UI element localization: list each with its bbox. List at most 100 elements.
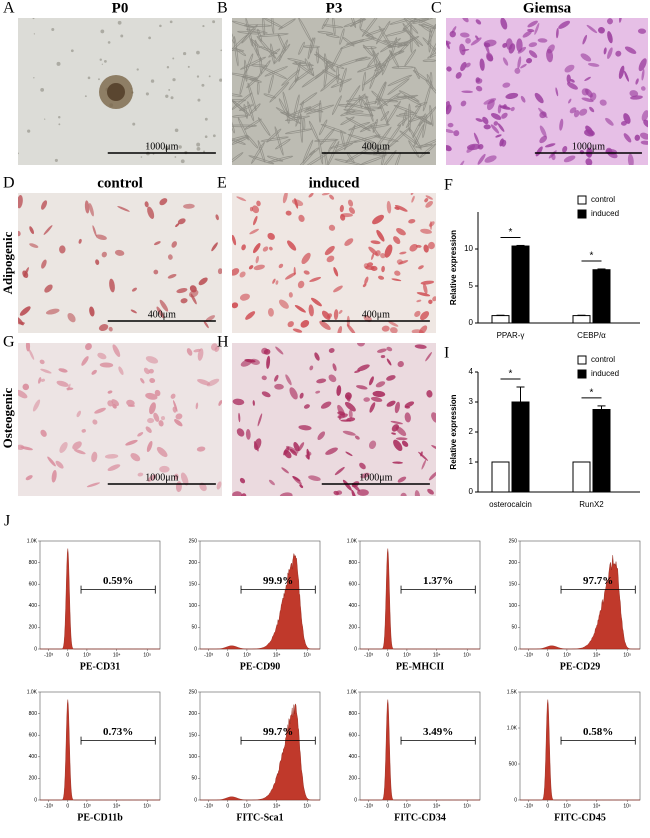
y-tick-label: 200 (29, 776, 38, 782)
speck (180, 159, 185, 164)
cell (51, 470, 57, 483)
cell (354, 435, 360, 440)
x-axis-label: FITC-CD45 (554, 812, 606, 823)
x-tick-label: -10³ (44, 652, 53, 658)
cell (505, 92, 519, 100)
y-tick-label: 800 (29, 711, 38, 717)
cell (359, 462, 366, 470)
micrograph-background (232, 193, 436, 333)
legend-label: induced (591, 209, 619, 218)
y-tick-label: 0 (514, 797, 517, 803)
cell (418, 325, 428, 333)
cell (397, 117, 408, 127)
cell (295, 100, 305, 127)
cell (299, 484, 304, 489)
cell (381, 265, 385, 273)
cell (257, 140, 266, 163)
cell (18, 444, 25, 450)
cell (333, 285, 343, 293)
cell (544, 143, 556, 148)
panel-letter: G (3, 334, 15, 351)
cell (338, 56, 368, 67)
cell (232, 302, 239, 309)
cell (564, 64, 575, 73)
cell (377, 92, 401, 109)
cell (623, 133, 632, 143)
cell (411, 195, 415, 203)
panel-letter: I (444, 345, 449, 362)
cell (347, 102, 376, 112)
cell (263, 93, 277, 99)
cell (539, 125, 547, 138)
cell (247, 82, 257, 112)
cell (288, 76, 300, 91)
speck (169, 20, 173, 24)
speck (120, 34, 124, 38)
cell (23, 267, 29, 278)
x-tick-label: 10³ (563, 652, 571, 658)
cell (318, 100, 322, 123)
cell (261, 391, 271, 398)
cell (490, 124, 500, 134)
scale-bar-label: 1000μm (145, 472, 178, 483)
cell (422, 85, 431, 112)
cell (232, 114, 249, 118)
y-tick-label: 600 (349, 582, 358, 588)
plot-frame (359, 691, 481, 801)
speck (87, 76, 91, 80)
cell (249, 206, 254, 212)
cell (250, 38, 261, 49)
cell (400, 492, 407, 496)
cell (278, 18, 296, 30)
speck (201, 83, 205, 87)
cell (311, 297, 322, 307)
cell (510, 106, 515, 112)
y-tick-label: 0 (194, 646, 197, 652)
significance-mark: * (590, 388, 594, 399)
x-tick-label: 10⁴ (433, 803, 441, 809)
cell (118, 366, 124, 375)
cell (89, 306, 95, 317)
x-tick-label: 10⁴ (593, 803, 601, 809)
cell (368, 246, 378, 256)
x-tick-label: 10³ (83, 652, 91, 658)
panel-letter: J (4, 513, 10, 530)
cell (466, 144, 476, 153)
cell (387, 74, 413, 87)
cell (397, 476, 407, 483)
cell (211, 242, 218, 252)
cell (465, 62, 471, 68)
cell (88, 202, 94, 217)
y-tick-label: 150 (189, 582, 198, 588)
cell (328, 224, 336, 231)
cell (486, 99, 495, 111)
cell (497, 123, 505, 132)
y-tick-label: 600 (29, 582, 38, 588)
cell (428, 471, 436, 481)
cell (175, 223, 180, 228)
cell (396, 259, 403, 265)
cell (195, 402, 199, 410)
micrograph (446, 18, 648, 165)
y-tick-label: 200 (189, 711, 198, 717)
scale-bar-label: 400μm (148, 309, 176, 320)
y-tick-label: 2 (469, 427, 474, 436)
cell (629, 90, 639, 97)
cell (340, 67, 347, 88)
cell (618, 65, 625, 79)
cell (460, 100, 467, 107)
cell (573, 110, 580, 118)
x-tick-label: 0 (66, 652, 69, 658)
significance-mark: * (509, 369, 513, 380)
cell (427, 51, 436, 59)
cell (459, 160, 465, 165)
cell (72, 441, 82, 450)
cell (18, 195, 23, 209)
cell (637, 28, 647, 34)
cell (299, 392, 304, 399)
cell (344, 112, 374, 117)
scale-bar-label: 1000μm (145, 141, 178, 152)
cell (246, 28, 268, 34)
cell (159, 299, 169, 312)
cell (198, 277, 208, 286)
